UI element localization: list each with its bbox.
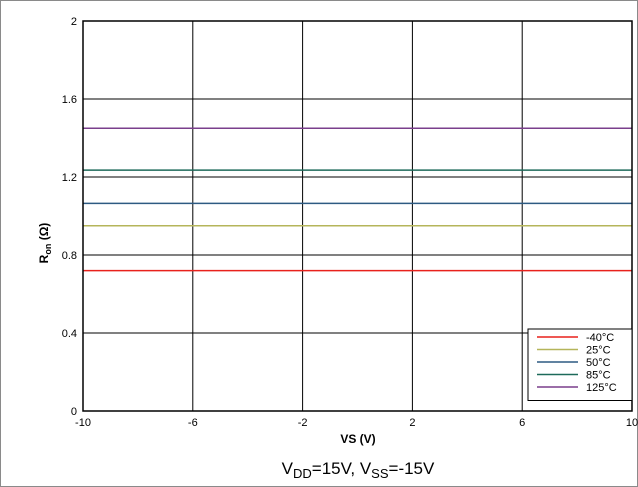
legend-label: 25°C bbox=[586, 345, 611, 357]
x-tick-label: 6 bbox=[519, 417, 525, 429]
x-axis-title: VS (V) bbox=[340, 432, 375, 446]
chart-caption: VDD=15V, VSS=-15V bbox=[282, 459, 435, 481]
x-tick-label: -10 bbox=[75, 417, 91, 429]
legend-label: -40°C bbox=[586, 332, 614, 344]
x-tick-label: -2 bbox=[298, 417, 308, 429]
tick-labels: -10 -6 -2 2 6 10 0 0.4 0.8 1.2 1.6 2 bbox=[62, 16, 638, 429]
y-tick-label: 0.4 bbox=[62, 328, 77, 340]
y-axis-title: Ron (Ω) bbox=[37, 223, 53, 264]
legend-label: 50°C bbox=[586, 357, 611, 369]
x-tick-label: -6 bbox=[188, 417, 198, 429]
x-tick-label: 2 bbox=[409, 417, 415, 429]
y-tick-label: 1.2 bbox=[62, 172, 77, 184]
y-tick-label: 1.6 bbox=[62, 94, 77, 106]
y-tick-label: 2 bbox=[71, 16, 77, 28]
series-lines bbox=[83, 127, 632, 272]
legend-box bbox=[527, 328, 633, 401]
x-tick-label: 10 bbox=[626, 417, 638, 429]
y-tick-label: 0.8 bbox=[62, 250, 77, 262]
plot-border bbox=[82, 20, 633, 412]
y-tick-label: 0 bbox=[71, 406, 77, 418]
legend-label: 85°C bbox=[586, 370, 611, 382]
legend-label: 125°C bbox=[586, 382, 617, 394]
